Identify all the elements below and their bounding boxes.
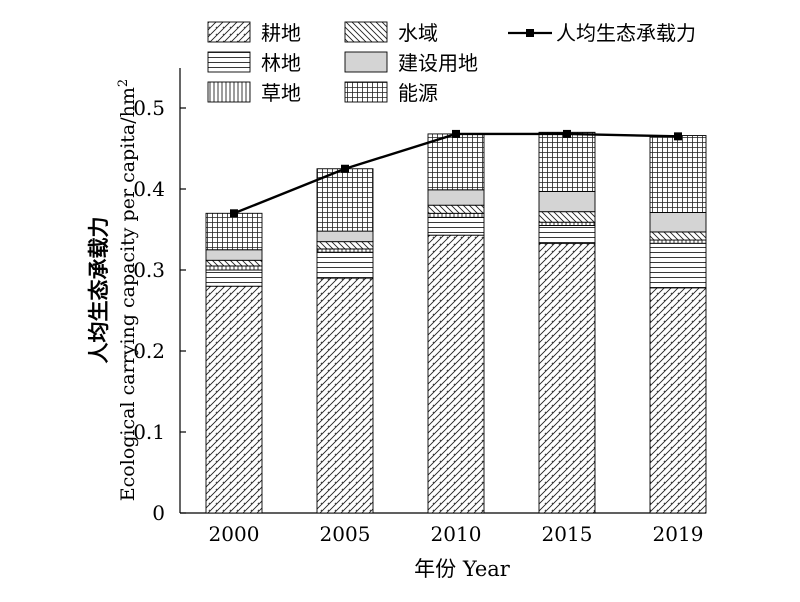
y-axis-label-en: Ecological carrying capacity per capita/… [116, 79, 139, 501]
legend-item: 草地 [207, 81, 301, 105]
bar-segment-diag-left [538, 211, 596, 223]
bar-segment-vertical [538, 221, 596, 226]
bar-stacks [205, 131, 707, 514]
legend-swatch [207, 21, 251, 43]
carrying-capacity-line [230, 129, 682, 218]
legend-line-label: 人均生态承载力 [556, 21, 696, 45]
bar-segment-vertical [205, 265, 263, 271]
bar-segment-horizontal [538, 224, 596, 244]
bar-segment-grid [205, 212, 263, 251]
x-tick-label: 2010 [431, 522, 482, 546]
y-tick-label: 0.5 [133, 96, 165, 120]
y-axis: 0 0.1 0.2 0.3 0.4 0.5 [133, 68, 186, 525]
y-ticks: 0 0.1 0.2 0.3 0.4 0.5 [133, 96, 186, 525]
legend-label: 能源 [398, 81, 438, 105]
bar-segment-gray [649, 212, 707, 233]
trend-marker [230, 209, 238, 218]
y-tick-label: 0.1 [133, 420, 165, 444]
legend-swatch [207, 51, 251, 73]
bar-segment-diag-right [316, 277, 374, 514]
bar-segment-diag-right [205, 285, 263, 514]
bar-stack-2015 [538, 131, 596, 514]
bar-stack-2005 [316, 168, 374, 514]
bar-segment-diag-right [427, 234, 485, 514]
y-axis-label-cn: 人均生态承载力 [86, 217, 111, 364]
x-tick-label: 2000 [209, 522, 260, 546]
trend-marker [563, 129, 571, 138]
y-axis-label-sup: 2 [116, 79, 131, 87]
y-tick-label: 0.4 [133, 177, 165, 201]
y-tick-label: 0 [152, 501, 165, 525]
legend-line-marker [526, 29, 534, 37]
bar-segment-gray [205, 249, 263, 261]
legend-swatch [344, 21, 388, 43]
bar-segment-gray [538, 190, 596, 213]
x-tick-label: 2005 [320, 522, 371, 546]
y-axis-label-en-main: Ecological carrying capacity per capita/… [117, 87, 139, 501]
x-ticks: 2000 2005 2010 2015 2019 [209, 522, 704, 546]
legend-label: 耕地 [261, 21, 301, 45]
legend-label: 建设用地 [398, 51, 478, 75]
x-tick-label: 2015 [542, 522, 593, 546]
bar-segment-diag-right [649, 287, 707, 514]
legend-swatch [207, 81, 251, 103]
legend-label: 草地 [261, 81, 301, 105]
legend-label: 林地 [261, 51, 301, 75]
trend-marker [452, 129, 460, 138]
bar-segment-vertical [427, 212, 485, 218]
legend-swatch [344, 81, 388, 103]
legend-label: 水域 [398, 21, 438, 45]
legend-item: 能源 [344, 81, 438, 105]
x-axis: 2000 2005 2010 2015 2019 [180, 512, 706, 546]
bar-segment-gray [427, 189, 485, 206]
trend-marker [674, 132, 682, 141]
legend-item: 建设用地 [344, 51, 478, 75]
bar-segment-diag-left [427, 204, 485, 214]
bar-segment-gray [316, 230, 374, 243]
legend-item: 林地 [207, 51, 301, 75]
bar-segment-horizontal [205, 269, 263, 287]
bar-segment-diag-left [205, 259, 263, 267]
bar-segment-grid [538, 131, 596, 192]
legend-item: 水域 [344, 21, 438, 45]
bar-segment-horizontal [427, 216, 485, 236]
bar-stack-2010 [427, 133, 485, 514]
bar-segment-grid [427, 133, 485, 191]
bar-segment-vertical [649, 239, 707, 244]
legend-item-line: 人均生态承载力 [508, 21, 696, 45]
bar-stack-2019 [649, 135, 707, 514]
legend-item: 耕地 [207, 21, 301, 45]
y-tick-label: 0.2 [133, 339, 165, 363]
x-axis-label: 年份 Year [414, 557, 511, 581]
bar-segment-grid [649, 135, 707, 213]
x-tick-label: 2019 [653, 522, 704, 546]
bar-segment-horizontal [316, 251, 374, 279]
legend-swatch [344, 51, 388, 73]
bar-segment-horizontal [649, 242, 707, 289]
bar-segment-diag-left [649, 231, 707, 241]
y-tick-label: 0.3 [133, 258, 165, 282]
bar-segment-grid [316, 168, 374, 232]
bar-segment-diag-right [538, 242, 596, 514]
bar-stack-2000 [205, 212, 263, 514]
trend-marker [341, 164, 349, 173]
bar-segment-diag-left [316, 241, 374, 250]
bar-segment-vertical [316, 248, 374, 253]
